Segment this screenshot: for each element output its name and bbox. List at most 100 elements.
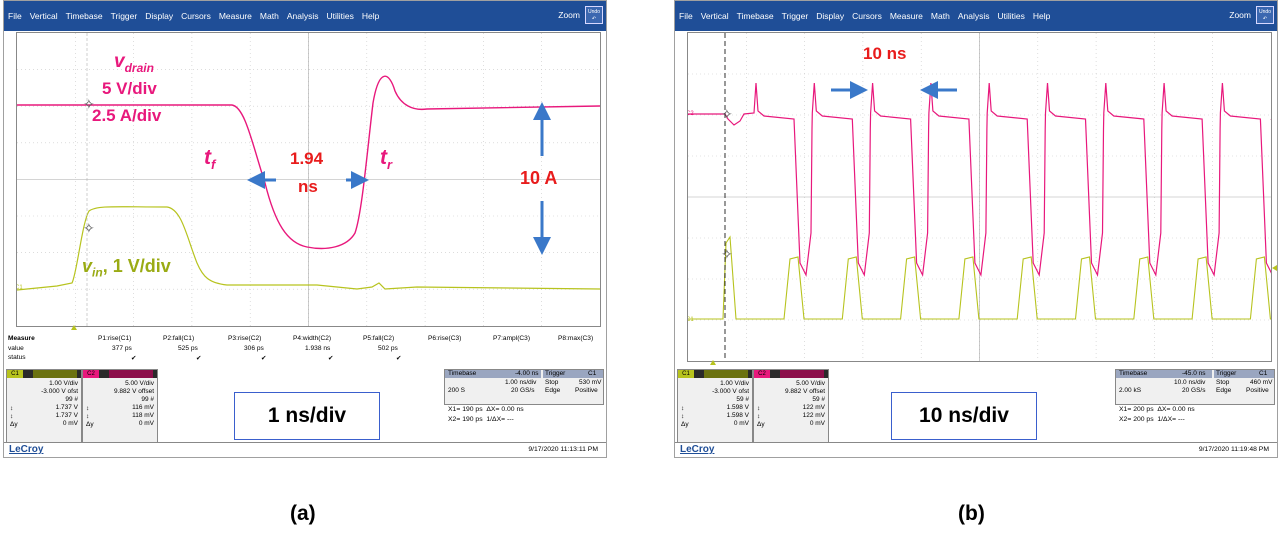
timebase-trigger-descriptor[interactable]: Timebase -45.0 ns Trigger C1 10.0 ns/div… [1115, 369, 1275, 405]
menu-help[interactable]: Help [361, 11, 380, 21]
c2-ground-marker: C2 [688, 111, 694, 117]
menu-file[interactable]: File [679, 11, 693, 21]
menu-file[interactable]: File [8, 11, 22, 21]
menu-math[interactable]: Math [930, 11, 950, 21]
cursor2-icon: ↕ [86, 413, 90, 420]
fall-time-label: tf [204, 146, 216, 173]
value-p4: 1.938 ns [305, 345, 331, 352]
trigger-level-marker [1272, 265, 1277, 271]
undo-button[interactable]: Undo ↶ [1256, 6, 1274, 24]
param-p5[interactable]: P5:fall(C2) [363, 335, 395, 342]
x2-label: X2= [1119, 416, 1132, 423]
trigger-channel: C1 [1259, 370, 1268, 377]
inv-dx-value: --- [507, 416, 514, 423]
timebase-label: Timebase [448, 370, 477, 377]
cursor-marker-c2: ✧ [721, 106, 733, 122]
dx-value: 0.00 ns [1172, 406, 1195, 413]
c1-tag: C1 [678, 370, 694, 378]
menu-utilities[interactable]: Utilities [326, 11, 354, 21]
menu-timebase[interactable]: Timebase [736, 11, 774, 21]
status-check-icon: ✔ [131, 355, 137, 362]
c1-offset: -3.000 V ofst [712, 388, 749, 395]
c2-offset: 9.882 V offset [114, 388, 154, 395]
menu-vertical[interactable]: Vertical [700, 11, 729, 21]
c1-sweeps: 59 # [736, 396, 749, 403]
current-amplitude-label: 10 A [520, 168, 558, 188]
waveform-grid[interactable]: C2 C1 ✧ ✧ [16, 32, 601, 327]
inv-dx-value: --- [1178, 416, 1185, 423]
c1-vdiv: 1.00 V/div [49, 380, 78, 387]
menu-trigger[interactable]: Trigger [110, 11, 138, 21]
param-p2[interactable]: P2:fall(C1) [163, 335, 195, 342]
delta-y-label: Δy [757, 421, 765, 428]
menu-cursors[interactable]: Cursors [181, 11, 211, 21]
trigger-level: 460 mV [1250, 379, 1273, 386]
x2-value: 190 ps [462, 416, 483, 423]
measure-table[interactable]: Measure P1:rise(C1) P2:fall(C1) P3:rise(… [6, 331, 604, 371]
timebase-rate: 1.00 ns/div [505, 379, 537, 386]
timebase-trigger-descriptor[interactable]: Timebase -4.00 ns Trigger C1 1.00 ns/div… [444, 369, 604, 405]
menu-timebase[interactable]: Timebase [65, 11, 103, 21]
oscilloscope-window-b: File Vertical Timebase Trigger Display C… [674, 0, 1278, 458]
dx-label: ΔX= [1157, 406, 1171, 413]
c1-sweeps: 99 # [65, 396, 78, 403]
zoom-button[interactable]: Zoom [558, 10, 580, 20]
status-check-icon: ✔ [196, 355, 202, 362]
dx-label: ΔX= [486, 406, 500, 413]
channel-c1-descriptor[interactable]: C1 1.00 V/div -3.000 V ofst 59 # 1.598 V… [677, 369, 753, 443]
undo-button[interactable]: Undo ↶ [585, 6, 603, 24]
param-p3[interactable]: P3:rise(C2) [228, 335, 262, 342]
oscilloscope-window-a: File Vertical Timebase Trigger Display C… [3, 0, 607, 458]
menu-utilities[interactable]: Utilities [997, 11, 1025, 21]
param-p1[interactable]: P1:rise(C1) [98, 335, 132, 342]
menu-vertical[interactable]: Vertical [29, 11, 58, 21]
channel-c2-descriptor[interactable]: C2 5.00 V/div 9.882 V offset 99 # 116 mV… [82, 369, 158, 443]
c1-cursor1: 1.598 V [726, 404, 749, 411]
zoom-button[interactable]: Zoom [1229, 10, 1251, 20]
trigger-channel: C1 [588, 370, 597, 377]
x1-label: X1= [448, 406, 461, 413]
timebase-delay: -45.0 ns [1182, 370, 1206, 377]
param-p4[interactable]: P4:width(C2) [293, 335, 332, 342]
menu-trigger[interactable]: Trigger [781, 11, 809, 21]
figure-label-b: (b) [958, 502, 985, 525]
menu-math[interactable]: Math [259, 11, 279, 21]
menu-measure[interactable]: Measure [889, 11, 923, 21]
value-p5: 502 ps [378, 345, 398, 352]
timebase-samples: 2.00 kS [1119, 387, 1142, 394]
menu-display[interactable]: Display [145, 11, 174, 21]
param-p7[interactable]: P7:ampl(C3) [493, 335, 531, 342]
c1-cursor2: 1.598 V [726, 412, 749, 419]
menu-measure[interactable]: Measure [218, 11, 252, 21]
param-p8[interactable]: P8:max(C3) [558, 335, 594, 342]
menu-display[interactable]: Display [816, 11, 845, 21]
vin-label: vin, 1 V/div [82, 256, 171, 280]
delta-y-label: Δy [10, 421, 18, 428]
trigger-type: Edge [545, 387, 561, 394]
c2-sweeps: 99 # [141, 396, 154, 403]
param-p6[interactable]: P6:rise(C3) [428, 335, 462, 342]
channel-c1-descriptor[interactable]: C1 1.00 V/div -3.000 V ofst 99 # 1.737 V… [6, 369, 82, 443]
menu-analysis[interactable]: Analysis [957, 11, 990, 21]
dx-value: 0.00 ns [501, 406, 524, 413]
channel-c2-descriptor[interactable]: C2 5.00 V/div 9.882 V offset 59 # 122 mV… [753, 369, 829, 443]
waveform-grid[interactable]: C2 C1 ✧ ✧ [687, 32, 1272, 362]
value-p3: 306 ps [244, 345, 264, 352]
c2-tag: C2 [83, 370, 99, 378]
c1-delta: 0 mV [733, 420, 749, 427]
input-voltage-trace [688, 235, 1271, 320]
waveform-plot: C2 C1 ✧ ✧ [688, 33, 1271, 361]
status-check-icon: ✔ [261, 355, 267, 362]
cursor1-icon: ↕ [86, 405, 90, 412]
cursor-readout-2: X2= 200 ps 1/ΔX= --- [1119, 416, 1185, 423]
cursor2-icon: ↕ [681, 413, 685, 420]
c2-bwl-badge [109, 370, 153, 378]
timebase-rate: 10.0 ns/div [1174, 379, 1206, 386]
menu-analysis[interactable]: Analysis [286, 11, 319, 21]
menu-help[interactable]: Help [1032, 11, 1051, 21]
timebase-srate: 20 GS/s [511, 387, 535, 394]
cursor1-icon: ↕ [10, 405, 14, 412]
trigger-position-marker [71, 325, 77, 330]
menu-cursors[interactable]: Cursors [852, 11, 882, 21]
vdrain-label: vdrain [114, 51, 154, 75]
